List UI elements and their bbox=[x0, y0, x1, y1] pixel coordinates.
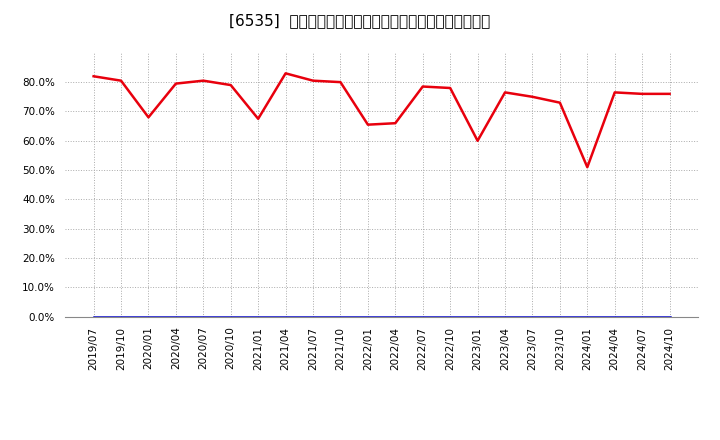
Line: 現預金: 現預金 bbox=[94, 73, 670, 167]
有利子負債 bbox=[226, 314, 235, 319]
Legend: 現預金, 有利子負債: 現預金, 有利子負債 bbox=[293, 434, 470, 440]
有利子負債 bbox=[528, 314, 537, 319]
現預金 bbox=[144, 115, 153, 120]
有利子負債 bbox=[254, 314, 263, 319]
現預金 bbox=[171, 81, 180, 86]
有利子負債 bbox=[665, 314, 674, 319]
現預金 bbox=[364, 122, 372, 127]
現預金 bbox=[528, 94, 537, 99]
有利子負債 bbox=[556, 314, 564, 319]
有利子負債 bbox=[309, 314, 318, 319]
有利子負債 bbox=[144, 314, 153, 319]
現預金 bbox=[418, 84, 427, 89]
現預金 bbox=[665, 91, 674, 96]
現預金 bbox=[117, 78, 125, 83]
有利子負債 bbox=[473, 314, 482, 319]
現預金 bbox=[309, 78, 318, 83]
有利子負債 bbox=[611, 314, 619, 319]
有利子負債 bbox=[364, 314, 372, 319]
有利子負債 bbox=[117, 314, 125, 319]
現預金 bbox=[391, 121, 400, 126]
有利子負債 bbox=[638, 314, 647, 319]
有利子負債 bbox=[199, 314, 207, 319]
現預金 bbox=[199, 78, 207, 83]
有利子負債 bbox=[500, 314, 509, 319]
Text: [6535]  現預金、有利子負債の総資産に対する比率の推移: [6535] 現預金、有利子負債の総資産に対する比率の推移 bbox=[230, 13, 490, 28]
有利子負債 bbox=[446, 314, 454, 319]
現預金 bbox=[583, 165, 592, 170]
現預金 bbox=[336, 80, 345, 85]
有利子負債 bbox=[418, 314, 427, 319]
有利子負債 bbox=[89, 314, 98, 319]
有利子負債 bbox=[336, 314, 345, 319]
現預金 bbox=[89, 73, 98, 79]
現預金 bbox=[446, 85, 454, 91]
現預金 bbox=[500, 90, 509, 95]
有利子負債 bbox=[391, 314, 400, 319]
有利子負債 bbox=[583, 314, 592, 319]
現預金 bbox=[473, 138, 482, 143]
現預金 bbox=[611, 90, 619, 95]
有利子負債 bbox=[171, 314, 180, 319]
現預金 bbox=[282, 71, 290, 76]
現預金 bbox=[638, 91, 647, 96]
現預金 bbox=[556, 100, 564, 105]
現預金 bbox=[254, 116, 263, 121]
現預金 bbox=[226, 82, 235, 88]
有利子負債 bbox=[282, 314, 290, 319]
